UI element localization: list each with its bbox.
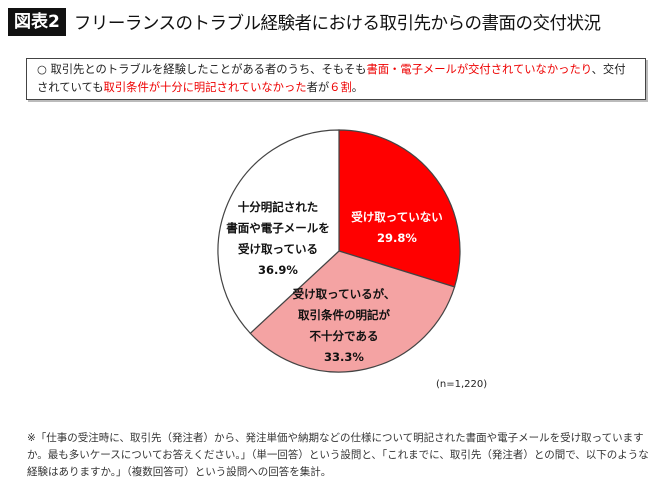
summary-text: 。 — [351, 81, 364, 94]
summary-text: 取引先とのトラブルを経験したことがある者のうち、そもそも — [50, 63, 367, 76]
slice-label-1: 受け取っているが、 取引条件の明記が 不十分である 33.3% — [293, 284, 396, 368]
pie-slice-1 — [249, 250, 456, 373]
header: 図表2 フリーランスのトラブル経験者における取引先からの書面の交付状況 — [8, 8, 601, 36]
sample-size: (n=1,220) — [436, 379, 488, 390]
pie-slice-0 — [338, 129, 461, 288]
slice-label-0: 受け取っていない 29.8% — [351, 207, 442, 249]
figure-badge: 図表2 — [8, 8, 66, 36]
value-label: 29.8% — [377, 231, 417, 245]
label-line: 十分明記された — [237, 200, 319, 214]
label-line: 受け取っている — [238, 242, 318, 256]
label-line: 取引条件の明記が — [297, 308, 390, 322]
label-line: 書面や電子メールを — [226, 221, 330, 235]
value-label: 33.3% — [324, 350, 364, 364]
footnote: ※「仕事の受注時に、取引先（発注者）から、発注単価や納期などの仕様について明記さ… — [27, 432, 649, 478]
bullet: ○ — [37, 63, 47, 76]
pie-slice-2 — [217, 129, 340, 335]
summary-box: ○ 取引先とのトラブルを経験したことがある者のうち、そもそも書面・電子メールが交… — [26, 58, 646, 100]
slice-label-2: 十分明記された 書面や電子メールを 受け取っている 36.9% — [226, 197, 330, 281]
label-line: 不十分である — [309, 329, 379, 343]
label-line: 受け取っているが、 — [292, 287, 396, 301]
label-line: 受け取っていない — [351, 210, 443, 224]
summary-highlight: 取引条件が十分に明記されていなかった — [103, 81, 307, 94]
page-title: フリーランスのトラブル経験者における取引先からの書面の交付状況 — [73, 13, 601, 34]
summary-highlight: ６割 — [329, 81, 352, 94]
summary-highlight: 書面・電子メールが交付されていなかったり — [366, 63, 592, 76]
value-label: 36.9% — [258, 263, 298, 277]
summary-text: 、交付されていても — [37, 63, 626, 94]
summary-text: 者が — [306, 81, 330, 94]
